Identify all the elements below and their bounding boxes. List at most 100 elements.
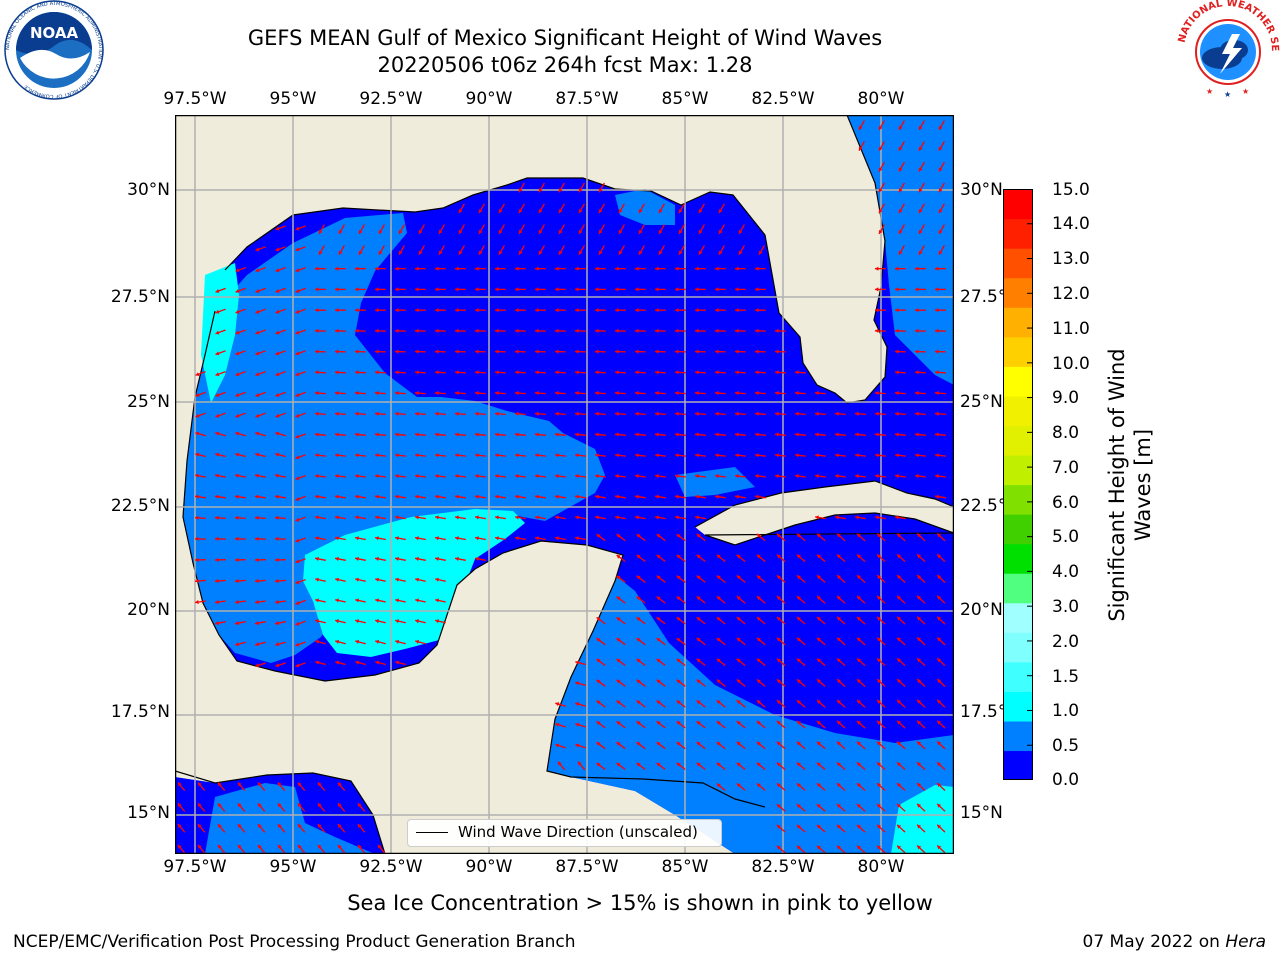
wind-wave-arrowhead xyxy=(275,393,280,397)
wind-wave-arrowhead xyxy=(355,328,359,333)
wind-wave-arrowhead xyxy=(435,370,439,375)
wind-wave-arrowhead xyxy=(237,803,242,808)
wind-wave-arrowhead xyxy=(635,349,639,354)
wind-wave-arrowhead xyxy=(756,679,761,684)
wind-wave-arrowhead xyxy=(515,308,519,313)
wind-wave-arrowhead xyxy=(695,287,699,292)
colorbar-title: Significant Height of Wind Waves [m] xyxy=(1104,335,1156,635)
wind-wave-arrowhead xyxy=(915,308,919,313)
wind-wave-arrowhead xyxy=(195,413,200,418)
wind-wave-arrowhead xyxy=(755,370,759,375)
wind-wave-arrowhead xyxy=(378,229,383,234)
wind-wave-arrowhead xyxy=(315,411,319,416)
wind-wave-arrowhead xyxy=(638,229,643,234)
colorbar-label: 9.0 xyxy=(1052,388,1080,408)
wind-wave-arrowhead xyxy=(655,266,659,271)
wind-wave-arrowhead xyxy=(675,308,679,313)
wind-wave-arrowhead xyxy=(595,349,599,354)
lat-tick-right: 30°N xyxy=(960,180,1003,200)
wind-wave-arrowhead xyxy=(195,431,200,436)
wind-wave-arrowhead xyxy=(815,515,819,520)
wind-wave-arrowhead xyxy=(577,761,582,766)
wind-wave-arrowhead xyxy=(357,803,362,808)
wind-wave-arrowhead xyxy=(195,600,199,605)
wind-wave-arrowhead xyxy=(776,721,781,725)
lat-tick-right: 27.5°N xyxy=(960,287,1006,307)
wind-wave-arrowhead xyxy=(716,700,721,705)
wind-wave-arrowhead xyxy=(295,309,300,314)
wind-wave-arrowhead xyxy=(616,534,621,538)
wind-wave-arrowhead xyxy=(255,515,259,520)
wind-wave-arrowhead xyxy=(177,803,182,808)
wind-wave-arrowhead xyxy=(335,660,340,665)
wind-wave-arrowhead xyxy=(755,432,759,437)
wind-wave-arrowhead xyxy=(616,721,621,726)
wind-wave-arrowhead xyxy=(615,328,619,333)
wind-wave-arrowhead xyxy=(616,617,621,622)
colorbar-segment xyxy=(1003,720,1033,752)
wind-wave-arrowhead xyxy=(495,536,499,541)
wind-wave-arrowhead xyxy=(395,266,399,271)
wind-wave-arrowhead xyxy=(535,370,539,375)
wind-wave-arrowhead xyxy=(877,554,881,559)
wind-wave-arrowhead xyxy=(395,619,399,624)
wind-wave-arrowhead xyxy=(775,370,779,375)
wind-wave-arrowhead xyxy=(555,328,559,333)
wind-wave-arrowhead xyxy=(295,517,300,522)
wind-wave-arrowhead xyxy=(395,556,399,561)
wind-wave-arrowhead xyxy=(935,349,939,354)
wind-wave-arrowhead xyxy=(716,617,721,621)
legend-label: Wind Wave Direction (unscaled) xyxy=(458,823,698,841)
wind-wave-arrowhead xyxy=(355,494,359,499)
wind-wave-arrowhead xyxy=(595,308,599,313)
wind-wave-arrowhead xyxy=(495,411,499,416)
wind-wave-arrowhead xyxy=(776,637,781,642)
wind-wave-arrowhead xyxy=(255,431,260,436)
wind-wave-arrowhead xyxy=(215,309,220,314)
wind-wave-arrowhead xyxy=(755,411,759,416)
wind-wave-arrowhead xyxy=(675,494,679,499)
wind-wave-arrowhead xyxy=(455,556,459,561)
wind-wave-arrowhead xyxy=(535,536,539,541)
wind-wave-arrowhead xyxy=(595,328,599,333)
wind-wave-arrowhead xyxy=(355,639,360,644)
wind-wave-arrowhead xyxy=(375,474,379,479)
wind-wave-arrowhead xyxy=(315,556,319,561)
wind-wave-arrowhead xyxy=(455,411,459,416)
wind-wave-arrowhead xyxy=(295,330,300,335)
wind-wave-arrowhead xyxy=(475,266,479,271)
wind-wave-arrowhead xyxy=(675,411,679,416)
wind-wave-arrowhead xyxy=(656,554,661,559)
wind-wave-arrowhead xyxy=(877,575,881,580)
wind-wave-arrowhead xyxy=(656,721,661,725)
wind-wave-arrowhead xyxy=(755,453,759,458)
wind-wave-arrowhead xyxy=(315,474,319,479)
wind-wave-arrowhead xyxy=(675,391,679,396)
wind-wave-arrowhead xyxy=(817,637,821,642)
wind-wave-arrowhead xyxy=(796,721,801,725)
lon-tick-top: 85°W xyxy=(661,89,709,109)
footer-date-text: 07 May 2022 on xyxy=(1082,932,1226,952)
wind-wave-arrowhead xyxy=(515,349,519,354)
wind-wave-arrowhead xyxy=(315,328,319,333)
wind-wave-arrowhead xyxy=(538,209,543,214)
wind-wave-arrowhead xyxy=(438,250,443,255)
wind-wave-arrowhead xyxy=(817,721,821,725)
wind-wave-arrowhead xyxy=(878,167,883,172)
wind-wave-arrowhead xyxy=(736,596,741,601)
wind-wave-arrowhead xyxy=(515,287,519,292)
wind-wave-arrowhead xyxy=(877,845,881,850)
wind-wave-arrowhead xyxy=(675,453,679,458)
wind-wave-arrowhead xyxy=(715,287,719,292)
wind-wave-arrowhead xyxy=(255,642,260,647)
wind-wave-arrowhead xyxy=(776,825,781,829)
wind-wave-arrowhead xyxy=(535,266,539,271)
wind-wave-arrowhead xyxy=(918,250,923,255)
wind-wave-arrowhead xyxy=(235,268,240,273)
wind-wave-arrowhead xyxy=(215,351,220,356)
wind-wave-arrowhead xyxy=(475,474,479,479)
chart-title: GEFS MEAN Gulf of Mexico Significant Hei… xyxy=(247,26,883,50)
wind-wave-arrowhead xyxy=(796,845,801,850)
wind-wave-arrowhead xyxy=(837,616,841,621)
wind-wave-arrowhead xyxy=(455,432,459,437)
